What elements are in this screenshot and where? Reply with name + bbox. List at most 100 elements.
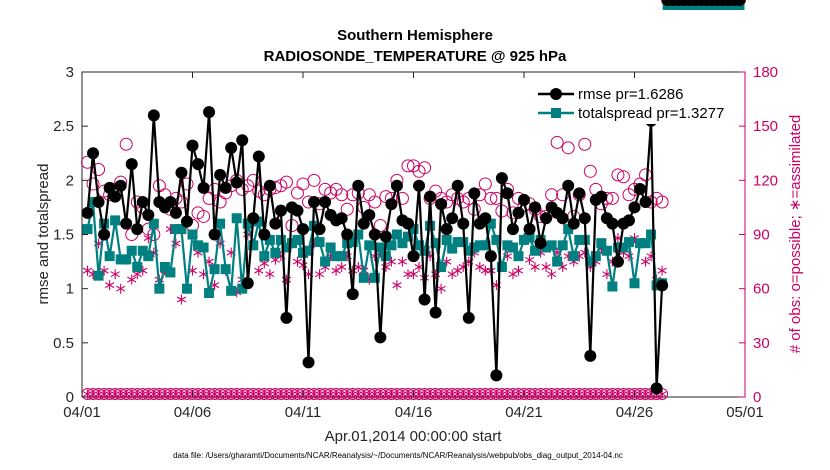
rmse-point: [120, 217, 133, 230]
possible-point: [401, 159, 415, 173]
rmse-point: [297, 223, 309, 236]
rmse-point: [346, 288, 359, 301]
rmse-point: [457, 217, 470, 230]
totalspread-point: [469, 242, 480, 253]
rmse-point: [418, 293, 431, 306]
totalspread-point: [126, 245, 137, 256]
totalspread-point: [264, 234, 275, 245]
x-tick-label: 04/26: [616, 404, 654, 421]
rmse-point: [92, 196, 105, 208]
possible-point: [484, 191, 498, 205]
totalspread-point: [181, 283, 192, 294]
series-assimilated: [83, 224, 667, 399]
rmse-point: [241, 277, 254, 290]
rmse-point: [379, 230, 392, 243]
rmse-point: [556, 212, 569, 225]
totalspread-point: [524, 232, 535, 243]
assimilated-point: [265, 269, 275, 280]
rmse-point: [733, 0, 746, 6]
possible-point: [478, 177, 492, 191]
totalspread-point: [419, 245, 430, 256]
totalspread-point: [325, 242, 336, 253]
totalspread-point: [430, 238, 441, 249]
totalspread-point: [347, 237, 358, 248]
y-tick-label: 1: [66, 281, 74, 298]
possible-point: [279, 175, 293, 189]
totalspread-point: [220, 264, 231, 275]
assimilated-point: [314, 269, 325, 280]
rmse-point: [611, 255, 624, 268]
totalspread-point: [93, 270, 104, 281]
totalspread-point: [187, 229, 198, 240]
rmse-point: [446, 212, 459, 225]
totalspread-point: [618, 242, 629, 253]
rmse-point: [357, 217, 370, 230]
x-tick-label: 04/11: [285, 404, 321, 421]
y2-tick-label: 180: [753, 64, 778, 81]
rmse-point: [424, 190, 437, 203]
totalspread-point: [193, 240, 204, 251]
legend-spread-label: totalspread pr=1.3277: [578, 105, 724, 122]
rmse-point: [440, 223, 453, 236]
rmse-point: [109, 190, 122, 203]
totalspread-point: [507, 242, 518, 253]
rmse-point: [214, 168, 227, 181]
possible-point: [418, 161, 432, 175]
totalspread-point: [143, 251, 154, 262]
totalspread-point: [364, 240, 375, 251]
totalspread-point: [563, 224, 574, 235]
totalspread-point: [237, 283, 248, 294]
totalspread-point: [170, 224, 181, 235]
totalspread-point: [132, 262, 143, 272]
possible-point: [340, 202, 354, 216]
y2-tick-label: 90: [753, 227, 770, 244]
y-axis-label: rmse and totalspread: [35, 164, 52, 305]
totalspread-point: [110, 215, 121, 226]
totalspread-point: [590, 251, 601, 262]
rmse-point: [495, 172, 508, 185]
rmse-point: [529, 201, 542, 214]
rmse-point: [302, 356, 315, 369]
rmse-point: [429, 306, 442, 319]
rmse-point: [136, 196, 149, 208]
rmse-point: [274, 204, 287, 217]
rmse-point: [512, 206, 525, 219]
rmse-point: [523, 223, 536, 236]
assimilated-point: [381, 262, 391, 272]
plot-content: [82, 0, 746, 400]
totalspread-point: [601, 245, 612, 256]
totalspread-point: [253, 216, 264, 227]
rmse-point: [131, 223, 144, 236]
rmse-point: [236, 134, 249, 147]
legend-rmse-label: rmse pr=1.6286: [578, 86, 683, 103]
x-tick-label: 05/01: [726, 404, 764, 421]
totalspread-point: [402, 231, 413, 242]
totalspread-point: [397, 238, 408, 249]
rmse-point: [280, 311, 293, 324]
totalspread-point: [391, 229, 402, 240]
possible-point: [545, 188, 559, 202]
rmse-point: [114, 179, 127, 192]
y-tick-label: 1.5: [53, 227, 74, 244]
rmse-point: [562, 179, 575, 192]
assimilated-point: [530, 262, 540, 272]
totalspread-point: [82, 224, 93, 235]
possible-point: [197, 209, 211, 223]
rmse-point: [606, 217, 619, 230]
rmse-point: [518, 193, 530, 206]
totalspread-point: [447, 243, 458, 254]
rmse-point: [197, 181, 210, 194]
possible-point: [86, 177, 100, 191]
totalspread-point: [369, 272, 380, 283]
assimilated-point: [513, 265, 524, 276]
y2-tick-label: 30: [753, 335, 770, 352]
rmse-point: [203, 106, 216, 119]
x-tick-label: 04/16: [395, 404, 433, 421]
rmse-point: [308, 196, 321, 208]
rmse-point: [413, 179, 426, 192]
totalspread-point: [612, 242, 623, 253]
rmse-point: [490, 369, 503, 382]
x-tick-label: 04/06: [174, 404, 212, 421]
rmse-point: [219, 181, 232, 194]
rmse-point: [578, 212, 591, 225]
